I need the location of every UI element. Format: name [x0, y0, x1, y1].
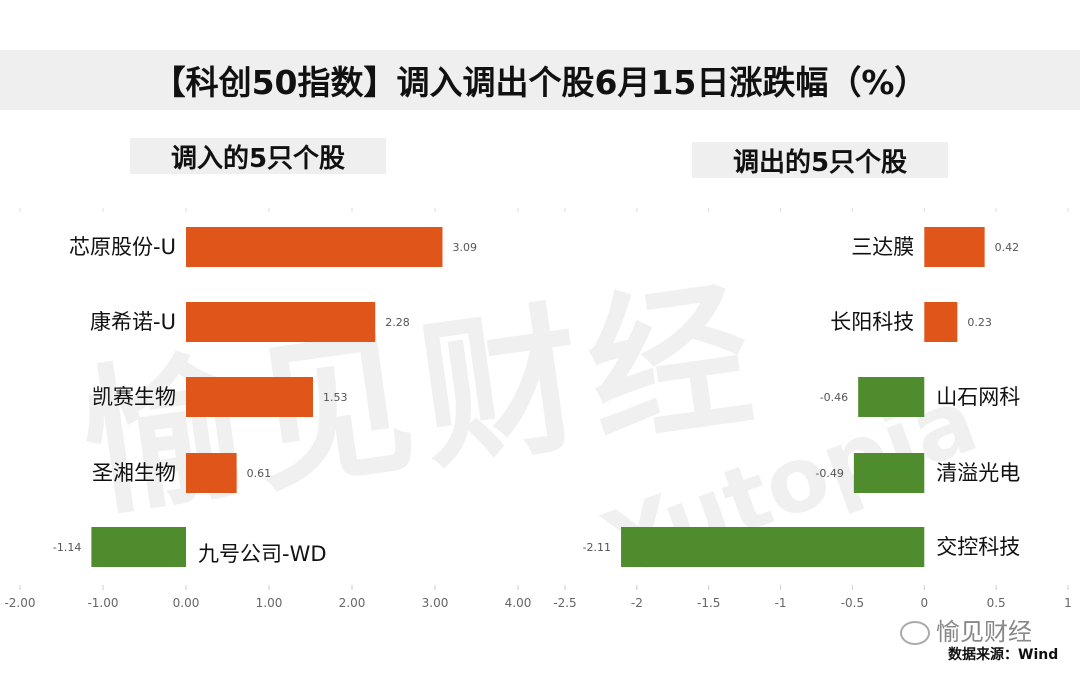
category-label: 芯原股份-U — [69, 235, 176, 259]
data-label: 1.53 — [323, 391, 348, 404]
bar — [186, 302, 376, 342]
x-tick-label: 4.00 — [505, 596, 532, 610]
data-label: 0.42 — [995, 241, 1020, 254]
x-tick-label: -1 — [775, 596, 787, 610]
category-label: 山石网科 — [936, 385, 1020, 409]
x-tick-label: -2.00 — [4, 596, 35, 610]
category-label: 凯赛生物 — [92, 385, 176, 409]
bar — [858, 377, 925, 417]
wechat-icon — [900, 621, 930, 645]
bar — [186, 377, 313, 417]
bar — [186, 453, 237, 493]
bar — [853, 453, 925, 493]
data-label: 0.61 — [247, 467, 272, 480]
x-tick-label: 0 — [920, 596, 928, 610]
bar — [186, 227, 443, 267]
data-label: -2.11 — [583, 541, 611, 554]
bar — [924, 227, 985, 267]
category-label: 清溢光电 — [936, 461, 1020, 485]
data-label: -0.46 — [820, 391, 848, 404]
page-title: 【科创50指数】调入调出个股6月15日涨跌幅（%） — [0, 50, 1080, 110]
x-tick-label: 1.00 — [256, 596, 283, 610]
bar — [621, 527, 925, 567]
x-tick-label: 0.5 — [987, 596, 1006, 610]
bar — [91, 527, 186, 567]
data-source: 数据来源：Wind — [948, 647, 1059, 663]
x-tick-label: 3.00 — [422, 596, 449, 610]
data-label: 0.23 — [967, 316, 992, 329]
x-tick-label: 0.00 — [173, 596, 200, 610]
category-label: 交控科技 — [936, 535, 1020, 559]
data-label: -1.14 — [53, 541, 81, 554]
logo-text: 愉见财经 — [936, 618, 1032, 646]
category-label: 九号公司-WD — [198, 542, 327, 566]
category-label: 长阳科技 — [830, 310, 914, 334]
brand-logo: 愉见财经 — [900, 612, 1032, 647]
x-tick-label: -1.00 — [87, 596, 118, 610]
data-label: -0.49 — [815, 467, 843, 480]
category-label: 三达膜 — [851, 235, 914, 259]
x-tick-label: 2.00 — [339, 596, 366, 610]
data-label: 3.09 — [452, 241, 477, 254]
x-tick-label: -2.5 — [553, 596, 576, 610]
x-tick-label: -2 — [631, 596, 643, 610]
right-chart-title: 调出的5只个股 — [692, 142, 948, 178]
x-tick-label: -0.5 — [841, 596, 864, 610]
data-label: 2.28 — [385, 316, 410, 329]
x-tick-label: 1 — [1064, 596, 1072, 610]
category-label: 圣湘生物 — [92, 461, 176, 485]
x-tick-label: -1.5 — [697, 596, 720, 610]
bar — [924, 302, 958, 342]
category-label: 康希诺-U — [90, 310, 176, 334]
left-chart-title: 调入的5只个股 — [130, 138, 386, 174]
